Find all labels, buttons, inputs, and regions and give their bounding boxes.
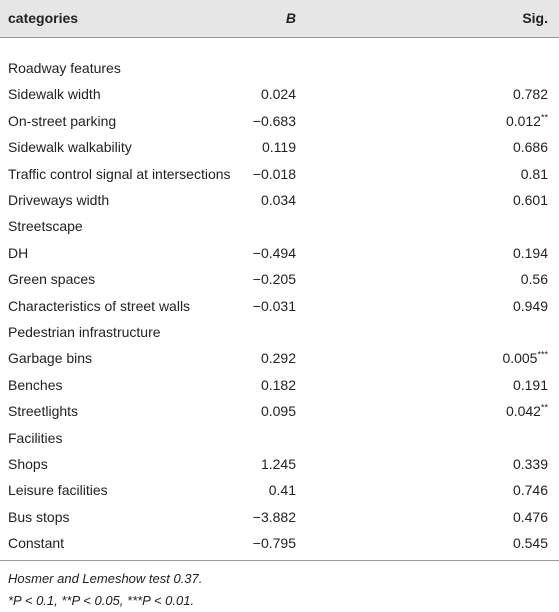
sig-value: 0.81 <box>521 165 548 183</box>
sig-number: 0.686 <box>512 139 548 156</box>
sig-value: 0.545 <box>513 534 548 552</box>
sig-number: 0.81 <box>520 165 548 182</box>
sig-value: 0.476 <box>513 508 548 526</box>
header-cell: B <box>285 10 296 26</box>
footnote: *P < 0.1, **P < 0.05, ***P < 0.01. <box>8 593 195 608</box>
row-label: Leisure facilities <box>8 482 108 499</box>
b-value: −0.018 <box>252 165 296 182</box>
sig-number: 0.012 <box>505 112 541 129</box>
b-value: 1.245 <box>260 456 296 472</box>
b-value: −0.494 <box>252 244 296 261</box>
row-label: Pedestrian infrastructure <box>8 324 161 340</box>
sig-number: 0.194 <box>512 244 548 261</box>
header-row: categories B Sig. <box>0 0 559 38</box>
row-label: On-street parking <box>8 112 117 129</box>
sig-number: 0.601 <box>512 192 548 208</box>
sig-value: 0.005*** <box>502 349 548 367</box>
sig-number: 0.56 <box>520 271 548 288</box>
b-value: 0.119 <box>262 139 296 156</box>
sig-value: 0.194 <box>513 244 548 262</box>
sig-mark: ** <box>540 402 548 413</box>
sig-number: 0.476 <box>512 508 548 525</box>
sig-number: 0.545 <box>512 535 548 552</box>
row-label: Streetlights <box>8 403 79 420</box>
header-cell: categories <box>8 10 79 26</box>
row-label: Driveways width <box>8 192 110 208</box>
sig-mark: ** <box>540 112 548 123</box>
sig-number: 0.746 <box>512 482 548 499</box>
row-label: Benches <box>8 376 63 393</box>
row-label: Constant <box>8 535 65 552</box>
sig-value: 0.686 <box>513 138 548 156</box>
sig-value: 0.601 <box>513 191 548 209</box>
row-label: Streetscape <box>8 218 83 235</box>
row-label: DH <box>8 244 29 261</box>
row-label: Sidewalk width <box>8 86 101 103</box>
sig-number: 0.005 <box>502 350 538 367</box>
sig-mark: *** <box>537 349 548 360</box>
b-value: −0.031 <box>252 297 296 314</box>
sig-value: 0.56 <box>521 270 548 288</box>
rule <box>0 560 559 561</box>
b-value: −0.205 <box>252 271 296 288</box>
b-value: 0.034 <box>260 192 296 208</box>
b-value: −0.683 <box>252 112 296 129</box>
sig-number: 0.782 <box>512 86 548 103</box>
row-label: Traffic control signal at intersections <box>8 165 231 182</box>
sig-number: 0.191 <box>512 376 548 393</box>
sig-value: 0.746 <box>513 481 548 499</box>
b-value: 0.024 <box>260 86 296 103</box>
sig-value: 0.782 <box>513 85 548 103</box>
header-cell: Sig. <box>522 10 548 26</box>
row-label: Sidewalk walkability <box>8 139 132 156</box>
row-label: Characteristics of street walls <box>8 297 191 314</box>
b-value: 0.182 <box>260 376 296 393</box>
sig-value: 0.339 <box>513 455 548 473</box>
row-label: Garbage bins <box>8 350 93 367</box>
sig-number: 0.339 <box>512 456 548 472</box>
row-label: Green spaces <box>8 271 96 288</box>
sig-value: 0.042** <box>506 402 548 420</box>
sig-number: 0.949 <box>512 297 548 314</box>
sig-value: 0.012** <box>506 112 548 130</box>
sig-value: 0.191 <box>513 376 548 394</box>
footnote: Hosmer and Lemeshow test 0.37. <box>8 571 203 586</box>
b-value: 0.41 <box>268 482 296 499</box>
row-label: Shops <box>8 456 48 472</box>
b-value: 0.292 <box>260 350 296 367</box>
sig-value: 0.949 <box>513 297 548 315</box>
row-label: Facilities <box>8 429 63 446</box>
sig-number: 0.042 <box>505 403 541 420</box>
b-value: −0.795 <box>252 535 296 552</box>
b-value: −3.882 <box>252 508 296 525</box>
row-label: Roadway features <box>8 60 121 76</box>
b-value: 0.095 <box>260 403 296 420</box>
row-label: Bus stops <box>8 508 70 525</box>
